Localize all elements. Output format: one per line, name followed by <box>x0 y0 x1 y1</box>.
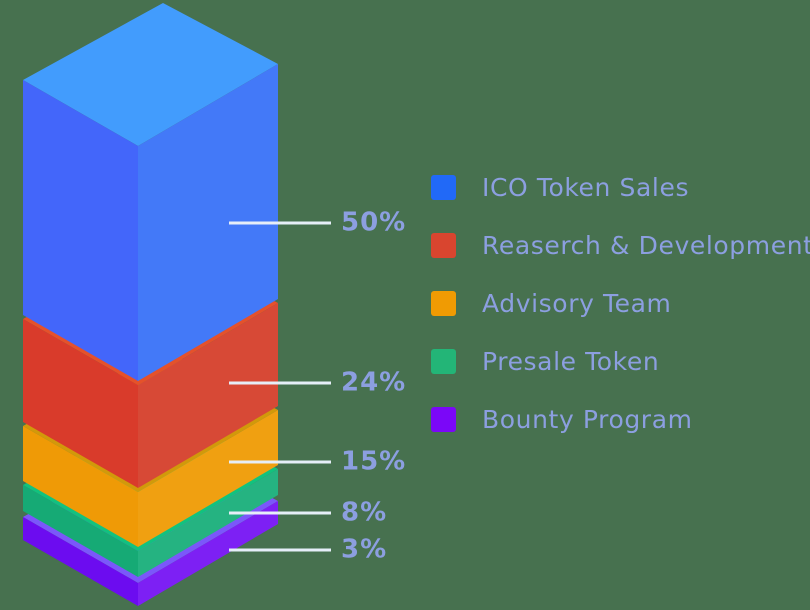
legend-item-label: Bounty Program <box>482 405 693 434</box>
segment-advisory-team-left-face <box>23 426 138 547</box>
legend-item-bounty-program: Bounty Program <box>431 407 810 432</box>
legend-item-ico-token-sales: ICO Token Sales <box>431 175 810 200</box>
legend-swatch-icon <box>431 233 456 258</box>
percent-label-ico-token-sales: 50% <box>341 207 407 238</box>
legend-swatch-icon <box>431 175 456 200</box>
segment-ico-token-sales-right-face <box>138 64 278 381</box>
segment-presale-token-left-face <box>23 485 138 577</box>
segment-ico-token-sales-top-face <box>23 3 278 146</box>
segment-bounty-program-left-face <box>23 517 138 606</box>
legend-item-label: Advisory Team <box>482 289 672 318</box>
segment-ico-token-sales-left-face <box>23 80 138 381</box>
percent-label-advisory-team: 15% <box>341 446 407 477</box>
legend: ICO Token Sales Reaserch & Development A… <box>431 175 810 465</box>
segment-presale-token-right-face <box>138 469 278 577</box>
segment-reaserch-development-left-face <box>23 319 138 488</box>
legend-item-advisory-team: Advisory Team <box>431 291 810 316</box>
percent-label-presale-token: 8% <box>341 497 388 528</box>
segment-advisory-team-right-face <box>138 410 278 547</box>
percent-label-bounty-program: 3% <box>341 534 388 565</box>
legend-item-label: Presale Token <box>482 347 660 376</box>
segment-reaserch-development-right-face <box>138 303 278 488</box>
percent-label-reaserch-development: 24% <box>341 367 407 398</box>
segment-bounty-program-right-face <box>138 501 278 606</box>
legend-item-reaserch-development: Reaserch & Development <box>431 233 810 258</box>
legend-item-label: Reaserch & Development <box>482 231 810 260</box>
legend-item-presale-token: Presale Token <box>431 349 810 374</box>
legend-item-label: ICO Token Sales <box>482 173 690 202</box>
legend-swatch-icon <box>431 291 456 316</box>
legend-swatch-icon <box>431 349 456 374</box>
legend-swatch-icon <box>431 407 456 432</box>
